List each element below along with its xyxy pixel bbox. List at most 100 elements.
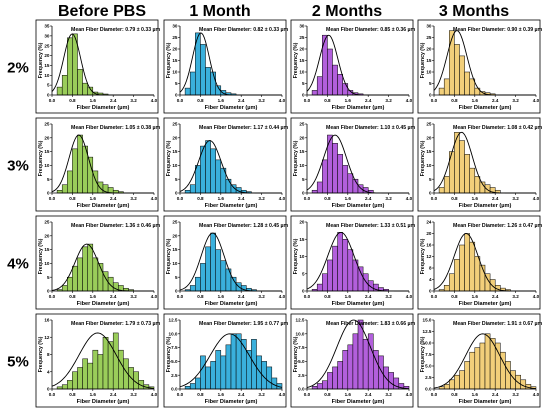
histogram-bar <box>347 249 354 292</box>
y-tick-label: 30 <box>172 24 178 29</box>
x-tick-label: 3.2 <box>130 196 137 201</box>
x-tick-label: 2.4 <box>238 392 245 397</box>
histogram-bar <box>220 355 227 390</box>
x-tick-label: 0.0 <box>49 294 56 299</box>
y-tick-label: 7.5 <box>425 352 432 357</box>
y-tick-label: 4 <box>429 277 432 282</box>
mean-annotation: Mean Fiber Diameter: 1.05 ± 0.38 µm <box>71 125 161 131</box>
chart-panel: 0.0 0.8 1.6 2.4 3.2 4.0 0.0 2.5 5.0 7.5 10.0 12.5 Fi… <box>290 313 416 408</box>
x-tick-label: 2.4 <box>110 294 117 299</box>
y-axis-label: Frequency (%) <box>293 238 299 274</box>
x-axis-label: Fiber Diameter (µm) <box>459 105 512 111</box>
histogram-bar <box>251 339 257 390</box>
histogram-bar <box>72 148 78 194</box>
histogram-bar <box>87 243 94 292</box>
histogram-bar <box>438 87 445 96</box>
y-tick-label: 15 <box>172 149 178 154</box>
histogram-bar <box>77 69 83 96</box>
histogram-bar <box>362 339 369 390</box>
histogram-bar <box>393 377 400 390</box>
histogram-bar <box>82 358 88 390</box>
histogram-bar <box>77 134 83 194</box>
chart-panel: 0.0 0.8 1.6 2.4 3.2 4.0 0 5 10 15 20 25 Fiber Diamet… <box>35 215 161 310</box>
x-axis-label: Fiber Diameter (µm) <box>332 105 385 111</box>
fit-curve <box>51 332 155 389</box>
x-tick-label: 2.4 <box>492 294 499 299</box>
y-tick-label: 8 <box>47 352 50 357</box>
y-tick-label: 25 <box>426 122 432 127</box>
y-tick-label: 15 <box>299 58 305 63</box>
x-tick-label: 1.6 <box>345 98 352 103</box>
x-tick-label: 4.0 <box>279 392 286 397</box>
histogram-bar <box>484 333 491 390</box>
y-tick-label: 0 <box>302 191 305 196</box>
histogram-bar <box>342 350 349 390</box>
histogram-bar <box>479 342 486 390</box>
x-tick-label: 4.0 <box>533 392 540 397</box>
y-tick-label: 15 <box>44 247 50 252</box>
x-tick-label: 1.6 <box>90 392 97 397</box>
x-tick-label: 0.0 <box>431 196 438 201</box>
y-tick-label: 4 <box>47 369 50 374</box>
y-tick-label: 30 <box>44 33 50 38</box>
x-tick-label: 3.2 <box>385 196 392 201</box>
x-tick-label: 1.6 <box>218 392 225 397</box>
x-tick-label: 2.4 <box>492 196 499 201</box>
x-tick-label: 3.2 <box>385 98 392 103</box>
y-tick-label: 15.0 <box>423 318 432 323</box>
y-tick-label: 20 <box>299 220 305 225</box>
histogram-bar <box>464 154 470 194</box>
x-tick-label: 4.0 <box>151 392 158 397</box>
histogram-bar <box>459 140 465 194</box>
x-tick-label: 1.6 <box>218 196 225 201</box>
x-tick-label: 0.8 <box>197 98 204 103</box>
row-label: 4% <box>7 256 29 273</box>
y-tick-label: 5 <box>302 271 305 276</box>
histogram-bar <box>256 355 262 390</box>
x-axis-label: Fiber Diameter (µm) <box>77 301 130 307</box>
x-axis-label: Fiber Diameter (µm) <box>205 203 258 209</box>
histogram-bar <box>61 184 68 194</box>
histogram-bar <box>200 355 206 390</box>
x-tick-label: 1.6 <box>345 294 352 299</box>
x-tick-label: 2.4 <box>365 98 372 103</box>
histogram-bar <box>92 257 99 292</box>
histogram-bar <box>56 86 63 96</box>
histogram-bar <box>378 355 384 390</box>
x-tick-label: 1.6 <box>472 98 479 103</box>
y-tick-label: 15 <box>172 247 178 252</box>
histogram-bar <box>200 44 206 96</box>
y-tick-label: 5 <box>47 177 50 182</box>
histogram-bar <box>357 266 364 292</box>
histogram-bar <box>205 140 211 194</box>
histogram-bar <box>464 71 470 96</box>
histogram-bar <box>347 344 354 390</box>
x-tick-label: 3.2 <box>258 392 265 397</box>
y-axis-label: Frequency (%) <box>166 336 172 372</box>
mean-annotation: Mean Fiber Diameter: 0.85 ± 0.36 µm <box>326 27 416 33</box>
histogram-bar <box>489 279 496 292</box>
x-tick-label: 0.8 <box>451 98 458 103</box>
y-tick-label: 25 <box>172 35 178 40</box>
histogram-bar <box>97 354 104 390</box>
mean-annotation: Mean Fiber Diameter: 1.79 ± 0.73 µm <box>71 321 161 327</box>
chart-panel: 0.0 0.8 1.6 2.4 3.2 4.0 0 5 10 15 20 25 Fiber Diamet… <box>35 117 161 212</box>
x-tick-label: 3.2 <box>512 392 519 397</box>
x-tick-label: 0.8 <box>324 392 331 397</box>
column-header: 2 Months <box>312 3 382 20</box>
x-tick-label: 2.4 <box>365 392 372 397</box>
y-tick-label: 0 <box>429 93 432 98</box>
x-tick-label: 0.0 <box>49 196 56 201</box>
x-tick-label: 2.4 <box>238 98 245 103</box>
y-tick-label: 16 <box>426 243 432 248</box>
y-tick-label: 20 <box>44 233 50 238</box>
y-tick-label: 10 <box>299 70 305 75</box>
y-tick-label: 30 <box>426 24 432 29</box>
y-tick-label: 10 <box>172 163 178 168</box>
y-tick-label: 5 <box>302 177 305 182</box>
y-axis-label: Frequency (%) <box>420 238 426 274</box>
histogram-bar <box>311 385 318 390</box>
histogram-bar <box>133 371 139 390</box>
y-tick-label: 15 <box>299 149 305 154</box>
